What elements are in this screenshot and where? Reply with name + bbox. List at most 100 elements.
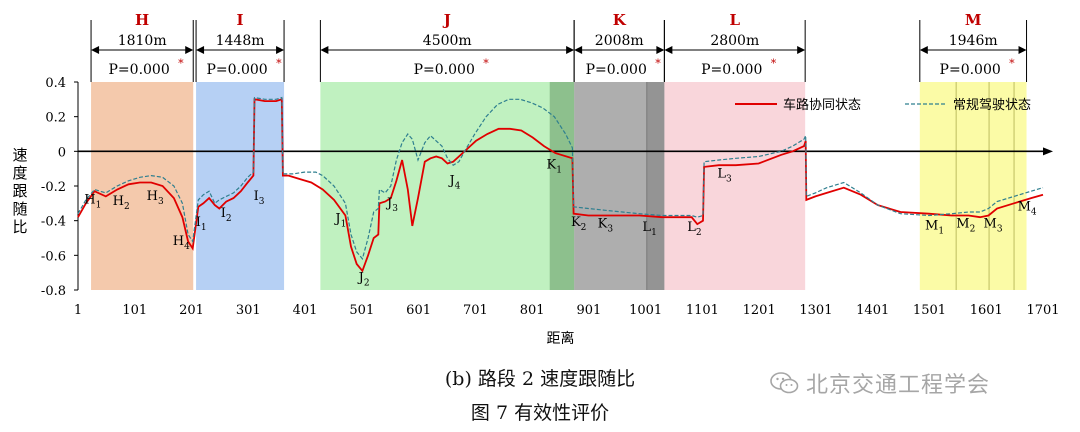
region-l-p-value: P=0.000 xyxy=(701,62,762,78)
region-jk-overlap xyxy=(549,82,575,290)
point-label-j3: J3 xyxy=(385,196,398,214)
point-label-letter: I xyxy=(196,215,201,230)
point-label-letter: K xyxy=(571,215,581,230)
y-tick-label: -0.8 xyxy=(41,284,66,299)
region-i-arrow-left xyxy=(196,46,205,54)
y-tick-label: 0.4 xyxy=(45,76,66,91)
point-label-subscript: 1 xyxy=(96,200,102,210)
point-label-letter: J xyxy=(333,211,340,226)
point-label-subscript: 3 xyxy=(158,197,164,207)
region-i-distance: 1448m xyxy=(216,33,265,49)
y-tick-label: 0 xyxy=(58,145,66,160)
y-axis-title-char: 度 xyxy=(12,164,27,182)
region-k-star: * xyxy=(655,57,661,70)
region-l-distance: 2800m xyxy=(710,33,759,49)
x-tick-label: 901 xyxy=(576,303,601,318)
point-label-subscript: 3 xyxy=(997,225,1003,235)
point-label-subscript: 2 xyxy=(970,225,976,235)
point-label-j4: J4 xyxy=(447,173,460,191)
region-backgrounds xyxy=(91,82,1027,290)
point-label-m3: M3 xyxy=(984,217,1003,235)
point-label-subscript: 1 xyxy=(556,166,562,176)
x-tick-label: 1101 xyxy=(686,303,719,318)
point-label-subscript: 2 xyxy=(226,214,232,224)
point-label-subscript: 2 xyxy=(581,223,587,233)
region-k-arrow-left xyxy=(574,46,583,54)
region-bg-j xyxy=(320,82,575,290)
y-tick-label: -0.6 xyxy=(41,249,66,264)
point-label-letter: I xyxy=(221,206,226,221)
region-j-arrow-left xyxy=(320,46,329,54)
region-j-star: * xyxy=(483,57,489,70)
axes: 0.40.20-0.2-0.4-0.6-0.81 101 201 301 401 501 6… xyxy=(12,76,1059,347)
x-tick-label: 1 xyxy=(74,303,82,318)
x-tick-label: 1701 xyxy=(1026,303,1059,318)
region-bg-l xyxy=(664,82,806,290)
watermark-text: 北京交通工程学会 xyxy=(806,373,991,398)
point-label-letter: H xyxy=(84,192,95,207)
point-label-letter: H xyxy=(147,189,158,204)
region-m-arrow-right xyxy=(1018,46,1027,54)
point-label-letter: K xyxy=(547,158,557,173)
point-label-letter: M xyxy=(984,217,997,232)
region-m-arrow-left xyxy=(919,46,928,54)
region-j-p-value: P=0.000 xyxy=(414,62,475,78)
y-axis-title-char: 速 xyxy=(12,146,27,164)
x-tick-label: 1601 xyxy=(970,303,1003,318)
point-label-subscript: 2 xyxy=(364,278,370,288)
point-label-subscript: 1 xyxy=(341,219,347,229)
point-label-letter: J xyxy=(385,196,392,211)
point-label-h2: H2 xyxy=(113,194,130,212)
point-label-letter: L xyxy=(642,220,651,235)
point-label-letter: H xyxy=(113,194,124,209)
region-l-star: * xyxy=(771,57,777,70)
region-i-label: I xyxy=(237,11,244,29)
zero-axis-arrow xyxy=(1043,147,1053,156)
region-j-distance: 4500m xyxy=(423,33,472,49)
point-label-l2: L2 xyxy=(687,220,701,238)
region-h-label: H xyxy=(135,11,149,29)
wechat-icon xyxy=(770,372,799,394)
x-tick-label: 1301 xyxy=(799,303,832,318)
y-axis-title-char: 跟 xyxy=(12,182,27,200)
legend-label-cooperative: 车路协同状态 xyxy=(783,97,861,113)
region-headers: H 1810m P=0.000 * I 1448m P=0.000 * J 4500m P=0.00… xyxy=(90,11,1028,82)
y-axis-title-char: 随 xyxy=(12,200,27,218)
point-label-subscript: 4 xyxy=(184,242,190,252)
region-h-distance: 1810m xyxy=(118,33,167,49)
region-k-distance: 2008m xyxy=(595,33,644,49)
region-h-star: * xyxy=(178,57,184,70)
region-h-arrow-left xyxy=(91,46,100,54)
region-j-arrow-right xyxy=(566,46,575,54)
point-label-letter: M xyxy=(956,217,969,232)
legend-label-conventional: 常规驾驶状态 xyxy=(953,98,1031,113)
point-label-h4: H4 xyxy=(173,234,190,252)
region-k-arrow-right xyxy=(656,46,665,54)
x-tick-label: 201 xyxy=(179,303,204,318)
point-label-letter: I xyxy=(254,189,259,204)
point-label-j1: J1 xyxy=(333,211,346,229)
speed-ratio-chart: H 1810m P=0.000 * I 1448m P=0.000 * J 4500m P=0.00… xyxy=(12,11,1059,347)
y-tick-label: -0.4 xyxy=(41,215,66,230)
x-tick-label: 601 xyxy=(406,303,431,318)
point-label-k2: K2 xyxy=(571,215,586,233)
point-label-subscript: 4 xyxy=(1031,207,1037,217)
point-label-j2: J2 xyxy=(357,270,370,288)
region-bg-m xyxy=(919,82,1027,290)
region-bg-i xyxy=(196,82,285,290)
region-m-label: M xyxy=(965,11,982,29)
region-l-arrow-right xyxy=(797,46,806,54)
point-label-letter: J xyxy=(357,270,364,285)
point-label-letter: L xyxy=(717,166,726,181)
x-axis-title: 距离 xyxy=(547,330,575,347)
region-bg-h xyxy=(91,82,194,290)
region-i-star: * xyxy=(276,57,282,70)
y-axis-title-char: 比 xyxy=(12,218,27,236)
region-j-label: J xyxy=(442,11,451,29)
point-label-letter: M xyxy=(1018,199,1031,214)
legend: 车路协同状态 常规驾驶状态 xyxy=(735,97,1031,113)
point-label-h3: H3 xyxy=(147,189,164,207)
x-tick-label: 501 xyxy=(349,303,374,318)
y-tick-label: -0.2 xyxy=(41,180,66,195)
